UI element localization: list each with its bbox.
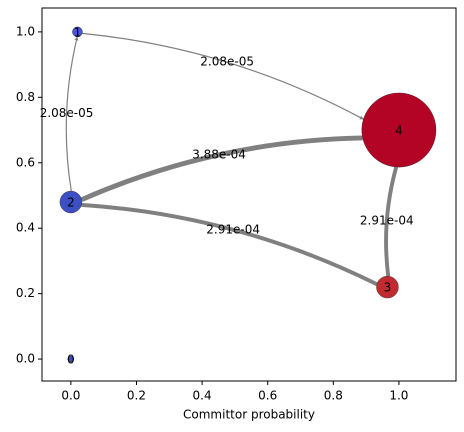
axes-frame [41, 7, 457, 382]
edge-label: 2.91e-04 [206, 222, 260, 236]
y-tick-label: 0.8 [16, 90, 35, 104]
x-tick-label: 0.0 [61, 389, 80, 403]
node-label: 3 [384, 281, 392, 295]
edge [80, 135, 364, 202]
edge-label: 2.08e-05 [40, 106, 94, 120]
edge-label: 2.91e-04 [360, 214, 414, 228]
node [67, 355, 75, 363]
edge [81, 202, 378, 287]
node-label: 0 [67, 353, 75, 367]
edge [65, 36, 79, 192]
node [376, 275, 399, 299]
y-tick-label: 0.0 [16, 352, 35, 366]
y-tick-label: 1.0 [16, 24, 35, 38]
edge-label: 2.08e-05 [200, 55, 254, 69]
x-tick-label: 0.4 [193, 389, 212, 403]
y-tick-label: 0.4 [16, 221, 35, 235]
x-tick-label: 1.0 [389, 389, 408, 403]
edge [384, 166, 399, 277]
y-tick-label: 0.2 [16, 286, 35, 300]
x-tick-label: 0.6 [258, 389, 277, 403]
node [59, 190, 83, 214]
x-axis-label: Committor probability [183, 408, 315, 422]
y-tick-label: 0.6 [16, 155, 35, 169]
node [361, 92, 437, 168]
x-tick-label: 0.2 [127, 389, 146, 403]
node-label: 2 [67, 196, 75, 210]
node-label: 1 [74, 25, 82, 39]
node-label: 4 [395, 124, 403, 138]
edge [82, 32, 364, 120]
edge-label: 3.88e-04 [192, 147, 246, 161]
x-tick-label: 0.8 [324, 389, 343, 403]
node [72, 26, 83, 38]
